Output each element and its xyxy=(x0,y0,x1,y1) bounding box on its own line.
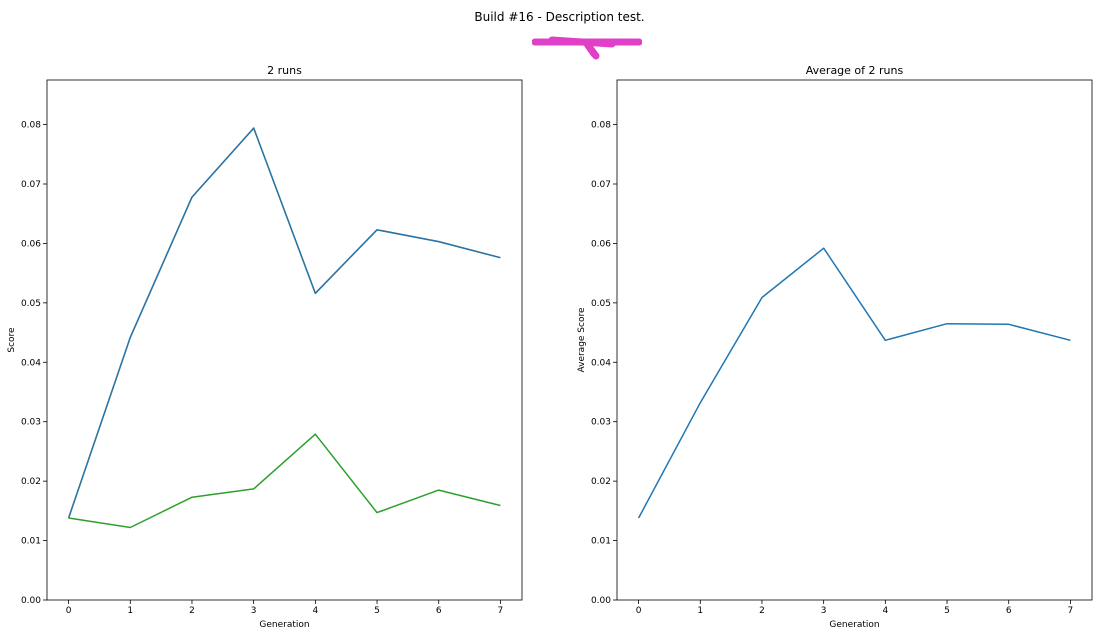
chart-2: Average of 2 runs 0 1 2 3 4 5 6 7 0.00 0.01 0.02 0.0… xyxy=(577,64,1093,630)
x-tick-label: 5 xyxy=(944,606,950,616)
x-tick-label: 3 xyxy=(821,606,827,616)
y-tick-label: 0.02 xyxy=(21,477,41,487)
x-tick-label: 2 xyxy=(189,606,195,616)
y-tick-label: 0.02 xyxy=(591,477,611,487)
y-tick-label: 0.03 xyxy=(591,418,611,428)
chart-title: Average of 2 runs xyxy=(806,64,904,77)
x-tick-label: 1 xyxy=(697,606,703,616)
x-tick-label: 4 xyxy=(882,606,888,616)
y-tick-label: 0.08 xyxy=(591,121,611,131)
y-tick-label: 0.04 xyxy=(591,358,611,368)
y-tick-label: 0.01 xyxy=(591,537,611,547)
x-tick-label: 7 xyxy=(498,606,504,616)
figure-title: Build #16 - Description test. xyxy=(474,10,645,24)
y-tick-label: 0.06 xyxy=(591,239,611,249)
x-axis-label: Generation xyxy=(259,620,309,630)
series-line-3 xyxy=(68,433,501,529)
y-tick-label: 0.06 xyxy=(21,239,41,249)
x-tick-label: 0 xyxy=(66,606,72,616)
x-tick-label: 3 xyxy=(251,606,257,616)
x-tick-label: 6 xyxy=(436,606,442,616)
chart-1: 2 runs 0 1 2 3 4 5 6 7 0.00 0.01 0.02 0.03 0.04 0.05 0.… xyxy=(7,64,523,630)
x-tick-label: 7 xyxy=(1068,606,1074,616)
redaction-scribble xyxy=(532,36,642,60)
y-tick-label: 0.04 xyxy=(21,358,41,368)
x-tick-label: 0 xyxy=(636,606,642,616)
x-tick-label: 2 xyxy=(759,606,765,616)
x-tick-label: 4 xyxy=(312,606,318,616)
y-tick-label: 0.07 xyxy=(591,180,611,190)
x-tick-label: 5 xyxy=(374,606,380,616)
x-tick-label: 6 xyxy=(1006,606,1012,616)
y-tick-label: 0.08 xyxy=(21,121,41,131)
plot-area-frame xyxy=(46,79,523,601)
series-line-1 xyxy=(637,247,1071,519)
y-tick-label: 0.03 xyxy=(21,418,41,428)
plot-area-frame xyxy=(616,79,1093,601)
series-line-1 xyxy=(67,127,501,519)
series-line-2 xyxy=(67,127,501,519)
y-axis-label: Average Score xyxy=(577,307,587,372)
x-tick-label: 1 xyxy=(127,606,133,616)
y-tick-label: 0.07 xyxy=(21,180,41,190)
y-tick-label: 0.00 xyxy=(591,596,611,606)
y-tick-label: 0.05 xyxy=(21,299,41,309)
y-axis-label: Score xyxy=(7,327,17,353)
y-tick-label: 0.00 xyxy=(21,596,41,606)
chart-title: 2 runs xyxy=(267,64,302,77)
y-tick-label: 0.05 xyxy=(591,299,611,309)
x-axis-label: Generation xyxy=(829,620,879,630)
y-tick-label: 0.01 xyxy=(21,537,41,547)
